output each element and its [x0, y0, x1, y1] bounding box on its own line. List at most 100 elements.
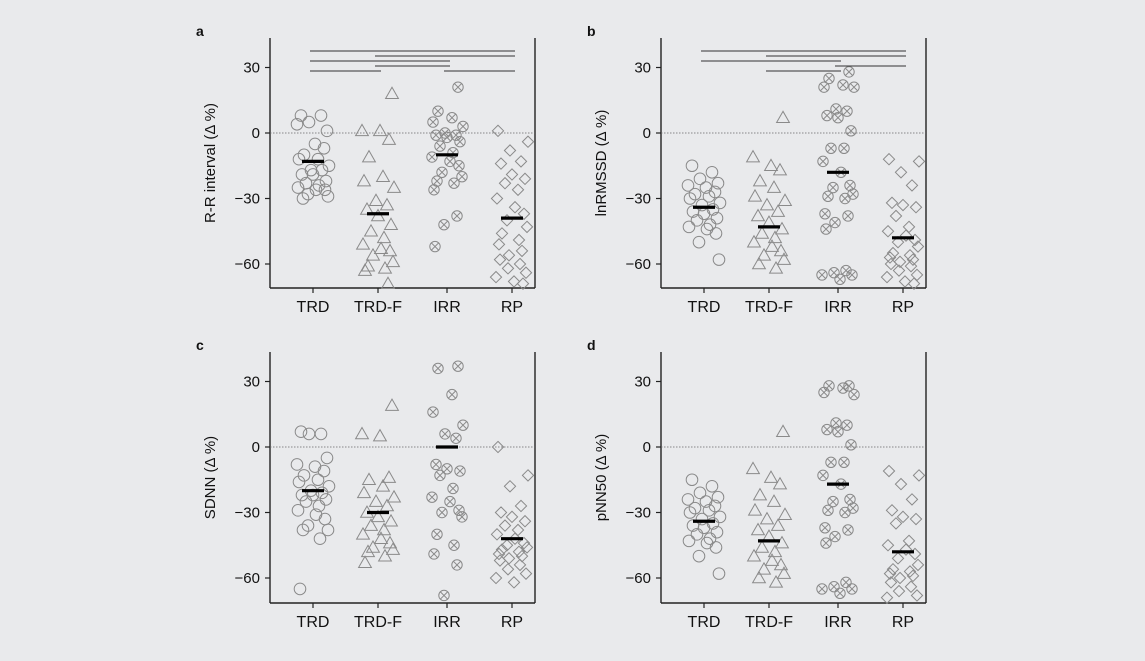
circle-x-marker	[428, 548, 440, 560]
circle-x-marker	[842, 524, 854, 536]
x-tick-label: IRR	[824, 299, 852, 316]
triangle-marker	[754, 226, 770, 239]
circle-x-stroke	[429, 408, 437, 417]
circle-x-ring	[448, 539, 460, 551]
circle-marker	[290, 458, 304, 471]
circle-x-ring	[439, 428, 451, 440]
circle-x-stroke	[844, 526, 852, 534]
diamond-marker	[490, 192, 504, 205]
x-tick-label: RP	[892, 614, 914, 631]
circle-x-ring	[843, 380, 855, 392]
circle-x-stroke	[448, 113, 456, 122]
circle-marker	[295, 168, 309, 181]
circle-x-marker	[847, 502, 859, 514]
circle-marker	[682, 534, 696, 548]
circle-x-ring	[830, 103, 842, 115]
circle-marker	[700, 536, 714, 550]
circle-x-stroke	[822, 539, 830, 548]
chart-panel-c: 30 0 −30 −60 TRD TRD-F IRR RP SDNN (Δ %) c	[196, 337, 536, 631]
circle-x-stroke	[436, 471, 444, 480]
triangle-marker	[754, 540, 770, 553]
triangle-marker	[383, 217, 399, 230]
x-tick-label: TRD-F	[354, 614, 402, 631]
circle-marker	[302, 427, 316, 441]
triangle-marker	[375, 169, 391, 182]
circle-x-marker	[434, 469, 446, 482]
circle-x-ring	[441, 131, 453, 144]
circle-marker	[702, 504, 716, 517]
circle-marker	[293, 582, 307, 596]
circle-x-ring	[842, 210, 854, 222]
circle-marker	[690, 528, 704, 541]
circle-x-marker	[845, 439, 857, 451]
circle-x-marker	[821, 423, 833, 436]
circle-x-stroke	[840, 144, 848, 153]
diamond-marker	[505, 510, 519, 524]
circle-x-marker	[843, 66, 855, 78]
circle-x-stroke	[843, 421, 851, 430]
circle-x-marker	[846, 583, 858, 595]
circle-x-marker	[825, 142, 837, 154]
triangle-marker	[361, 472, 377, 486]
circle-x-ring	[828, 267, 840, 279]
diamond-marker	[883, 567, 897, 580]
circle-x-marker	[830, 103, 842, 115]
circle-x-ring	[816, 269, 828, 281]
circle-x-marker	[825, 456, 837, 468]
diamond-marker	[903, 565, 917, 578]
circle-x-ring	[441, 463, 453, 475]
circle-marker	[692, 235, 706, 249]
circle-x-marker	[821, 109, 833, 122]
y-axis-label: pNN50 (Δ %)	[593, 434, 610, 522]
circle-x-ring	[446, 388, 458, 401]
circle-x-stroke	[823, 425, 831, 434]
circle-marker	[320, 451, 334, 465]
circle-x-ring	[451, 210, 463, 222]
circle-x-stroke	[438, 508, 446, 517]
diamond-marker	[881, 224, 895, 238]
triangle-marker	[365, 247, 381, 261]
diamond-marker	[500, 214, 514, 227]
circle-x-ring	[426, 151, 438, 163]
x-tick-label: RP	[501, 299, 523, 316]
circle-x-stroke	[431, 242, 439, 251]
circle-x-ring	[827, 495, 839, 508]
triangle-marker	[386, 489, 402, 503]
circle-x-ring	[817, 155, 829, 168]
circle-x-marker	[456, 511, 468, 523]
circle-x-marker	[432, 105, 444, 117]
circle-x-marker	[446, 112, 458, 124]
diamond-marker	[904, 580, 918, 594]
triangle-marker	[360, 544, 376, 558]
circle-x-marker	[837, 382, 849, 394]
circle-x-stroke	[434, 364, 442, 373]
circle-x-ring	[840, 264, 852, 277]
circle-marker	[712, 253, 726, 266]
circle-x-stroke	[839, 384, 847, 393]
diamond-marker	[906, 569, 920, 583]
circle-x-ring	[434, 140, 446, 152]
y-tick-label: 0	[643, 439, 651, 456]
circle-marker	[692, 549, 706, 563]
diamond-marker	[512, 545, 526, 559]
triangle-marker	[382, 243, 398, 257]
diamond-marker	[521, 469, 535, 482]
diamond-marker	[884, 576, 898, 589]
circle-x-ring	[434, 469, 446, 482]
circle-marker	[306, 168, 320, 181]
triangle-marker	[355, 236, 371, 250]
x-tick-label: IRR	[433, 299, 461, 316]
circle-x-ring	[447, 482, 459, 495]
circle-x-ring	[834, 273, 846, 285]
diamond-marker	[907, 277, 921, 290]
circle-x-ring	[428, 184, 440, 196]
triangle-marker	[385, 542, 401, 555]
circle-x-ring	[816, 583, 828, 595]
triangle-marker	[764, 553, 780, 566]
circle-x-ring	[829, 530, 841, 543]
circle-x-marker	[818, 81, 830, 93]
diamond-marker	[892, 584, 906, 598]
circle-x-marker	[444, 495, 456, 508]
triangle-marker	[363, 518, 379, 531]
circle-x-ring	[821, 109, 833, 122]
